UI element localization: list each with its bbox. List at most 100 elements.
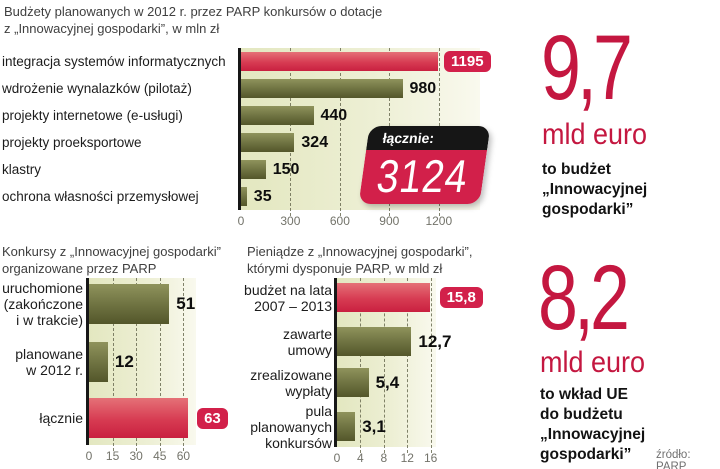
grid-line (430, 278, 432, 453)
category-label-line: wdrożenie wynalazków (pilotaż) (2, 80, 192, 96)
category-label-line: integracja systemów informatycznych (2, 53, 226, 69)
chart-row: integracja systemów informatycznych 1195 (0, 48, 545, 75)
x-axis-tick-label: 16 (424, 451, 438, 465)
text-line: Konkursy z „Innowacyjnej gospodarki” (2, 244, 221, 259)
chart-budgets-2012: Budżety planowanych w 2012 r. przez PARP… (0, 0, 545, 236)
category-label: klastry (2, 162, 237, 178)
grid-line (360, 278, 362, 453)
total-badge-label: łącznie: (366, 126, 491, 150)
grid-line (183, 278, 185, 451)
category-label: integracja systemów informatycznych (2, 54, 237, 70)
category-label-line: projekty proeksportowe (2, 134, 142, 150)
chart-row: projekty internetowe (e-usługi) 440 (0, 102, 545, 129)
bar-highlighted (89, 398, 189, 438)
chart-row: wdrożenie wynalazków (pilotaż) 980 (0, 75, 545, 102)
category-label: zawarte umowy (237, 326, 332, 358)
x-axis-tick-label: 45 (153, 449, 167, 463)
x-axis-tick-label: 300 (280, 214, 301, 228)
stat-eu-share-description: to wkład UE do budżetu „Innowacyjnej gospod… (540, 385, 645, 465)
category-label-line: klastry (2, 161, 42, 177)
chart-budgets-x-axis: 0 300 600 900 1200 (237, 214, 480, 228)
chart-money: Pieniądze z „Innowacyjnej gospodarki”, kt… (237, 238, 487, 469)
category-label-line: i w trakcie) (16, 312, 83, 328)
text-line: organizowane przez PARP (2, 261, 157, 276)
category-label: uruchomione (zakończone i w trakcie) (0, 280, 83, 328)
chart-row: zawarte umowy 12,7 (237, 326, 487, 358)
bar (337, 327, 412, 356)
bar (241, 106, 314, 125)
x-axis-tick-label: 30 (129, 449, 143, 463)
text-line: którymi dysponuje PARP, w mld zł (247, 261, 443, 276)
category-label-line: pula (305, 402, 332, 419)
chart-row: zrealizowane wypłaty 5,4 (237, 367, 487, 399)
category-label-line: zrealizowane (250, 366, 332, 383)
chart-budgets-title: Budżety planowanych w 2012 r. przez PARP… (4, 3, 382, 37)
chart-row: projekty proeksportowe 324 (0, 129, 545, 156)
chart-row: planowane w 2012 r. 12 (0, 342, 236, 382)
category-label-line: konkursów (265, 434, 332, 451)
text-line: do budżetu (540, 406, 623, 423)
category-label-line: budżet na lata (244, 281, 332, 298)
category-label: planowane w 2012 r. (0, 346, 83, 378)
category-label: wdrożenie wynalazków (pilotaż) (2, 81, 237, 97)
category-label: łącznie (0, 410, 83, 426)
x-axis-tick-label: 0 (333, 451, 341, 465)
x-axis-tick-label: 0 (237, 214, 245, 228)
bar (337, 412, 356, 441)
stat-budget-value: 9,7 (541, 17, 633, 119)
value-label: 12 (114, 352, 134, 371)
bar (89, 342, 108, 382)
value-label: 35 (253, 187, 272, 205)
chart-row: pula planowanych konkursów 3,1 (237, 403, 487, 451)
x-axis-tick-label: 600 (329, 214, 350, 228)
category-label: projekty proeksportowe (2, 135, 237, 151)
text-line: „Innowacyjnej (540, 426, 646, 443)
category-label: projekty internetowe (e-usługi) (2, 108, 237, 124)
chart-row: uruchomione (zakończone i w trakcie) 51 (0, 280, 236, 328)
category-label: ochrona własności przemysłowej (2, 189, 237, 205)
value-label: 5,4 (375, 372, 400, 392)
x-axis-tick-label: 8 (380, 451, 388, 465)
chart-contests-x-axis: 0 15 30 45 60 (85, 449, 196, 463)
grid-line (136, 278, 138, 451)
category-label: zrealizowane wypłaty (237, 367, 332, 399)
source-credit: źródło: PARP (656, 449, 691, 469)
bar (89, 284, 170, 324)
chart-row: ochrona własności przemysłowej 35 (0, 183, 545, 210)
chart-contests-plot: uruchomione (zakończone i w trakcie) 51 plan… (0, 278, 236, 468)
text-line: Pieniądze z „Innowacyjnej gospodarki”, (247, 244, 473, 259)
x-axis-tick-label: 0 (85, 449, 93, 463)
category-label-line: ochrona własności przemysłowej (2, 188, 199, 204)
value-badge: 15,8 (439, 287, 483, 308)
text-line: gospodarki” (542, 201, 634, 218)
total-badge-value: 3124 (358, 150, 488, 204)
x-axis-tick-label: 900 (379, 214, 400, 228)
text-line: to wkład UE (540, 386, 628, 403)
x-axis-tick-label: 4 (357, 451, 364, 465)
chart-row: budżet na lata 2007 – 2013 15,8 (237, 281, 487, 314)
total-badge: łącznie: 3124 (358, 126, 491, 204)
category-label-line: wypłaty (285, 382, 332, 399)
bar (241, 79, 403, 98)
chart-contests-title: Konkursy z „Innowacyjnej gospodarki” orga… (2, 243, 221, 277)
category-label-line: planowanych (250, 418, 332, 435)
bar-highlighted (337, 283, 430, 312)
bar (241, 133, 295, 152)
text-line: Budżety planowanych w 2012 r. przez PARP… (4, 4, 383, 19)
value-badge: 1195 (444, 51, 491, 72)
x-axis-tick-label: 60 (176, 449, 191, 463)
value-label: 980 (409, 79, 437, 97)
stat-budget-unit: mld euro (542, 118, 648, 151)
category-label-line: zawarte umowy (282, 325, 332, 358)
value-badge: 63 (197, 407, 228, 429)
text-line: gospodarki” (540, 446, 632, 463)
category-label-line: uruchomione (2, 280, 83, 296)
category-label-line: w 2012 r. (26, 362, 83, 378)
grid-line (159, 278, 161, 451)
category-label-line: łącznie (39, 410, 83, 426)
bar (337, 368, 369, 397)
bar (241, 160, 266, 179)
chart-contests: Konkursy z „Innowacyjnej gospodarki” orga… (0, 238, 236, 469)
category-label: pula planowanych konkursów (237, 403, 332, 451)
value-label: 440 (320, 106, 348, 124)
